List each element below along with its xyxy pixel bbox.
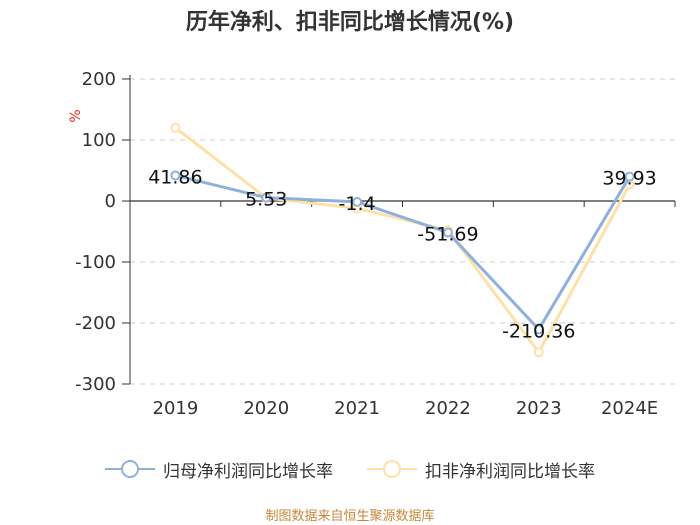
x-tick-label: 2021 bbox=[334, 398, 380, 419]
data-label: 41.86 bbox=[148, 166, 202, 188]
series-lines bbox=[170, 122, 635, 358]
series-2-point bbox=[170, 122, 181, 133]
legend-item-series-1[interactable]: 归母净利润同比增长率 bbox=[105, 457, 333, 482]
legend-swatch-series-1-icon bbox=[105, 460, 155, 478]
x-tick-label: 2020 bbox=[243, 398, 289, 419]
y-tick-label: 200 bbox=[82, 69, 116, 90]
series-line-2 bbox=[174, 126, 631, 354]
series-1-point bbox=[533, 324, 544, 335]
series-1-point bbox=[170, 170, 181, 181]
data-label: -1.4 bbox=[339, 193, 376, 215]
data-label: 5.53 bbox=[245, 189, 287, 211]
x-tick-label: 2019 bbox=[153, 398, 199, 419]
y-tick-label: 100 bbox=[82, 130, 116, 151]
x-tick-label: 2022 bbox=[425, 398, 471, 419]
chart-title: 历年净利、扣非同比增长情况(%) bbox=[185, 10, 515, 35]
series-line-1 bbox=[175, 174, 631, 331]
legend-swatch-series-2-icon bbox=[367, 460, 417, 478]
data-labels: 41.86 5.53 -1.4 -51.69 -210.36 39.93 bbox=[148, 166, 657, 342]
legend-label-series-2: 扣非净利润同比增长率 bbox=[425, 461, 595, 482]
x-tick-label: 2024E bbox=[601, 398, 658, 419]
legend-item-series-2[interactable]: 扣非净利润同比增长率 bbox=[367, 457, 595, 482]
y-tick-label: -300 bbox=[75, 374, 116, 395]
series-1-point bbox=[624, 171, 635, 182]
source-note: 制图数据来自恒生聚源数据库 bbox=[265, 509, 435, 524]
data-label: -51.69 bbox=[417, 224, 478, 246]
legend-label-series-1: 归母净利润同比增长率 bbox=[163, 461, 333, 482]
y-tick-label: 0 bbox=[105, 191, 116, 212]
legend: 归母净利润同比增长率 扣非净利润同比增长率 bbox=[0, 455, 700, 483]
series-1-point bbox=[442, 227, 453, 238]
data-label: 39.93 bbox=[602, 168, 656, 190]
y-tick-label: -100 bbox=[75, 252, 116, 273]
series-2-point bbox=[533, 347, 544, 358]
y-tick-label: -200 bbox=[75, 313, 116, 334]
grid-lines bbox=[130, 78, 675, 385]
series-1-point bbox=[261, 192, 272, 203]
x-tick-label: 2023 bbox=[516, 398, 562, 419]
series-1-point bbox=[352, 196, 363, 207]
axes: 200 100 0 -100 -200 -300 2019 2020 2021 2022 2023 2… bbox=[68, 69, 676, 419]
data-label: -210.36 bbox=[502, 320, 575, 342]
y-axis-unit-label: % bbox=[68, 109, 84, 122]
